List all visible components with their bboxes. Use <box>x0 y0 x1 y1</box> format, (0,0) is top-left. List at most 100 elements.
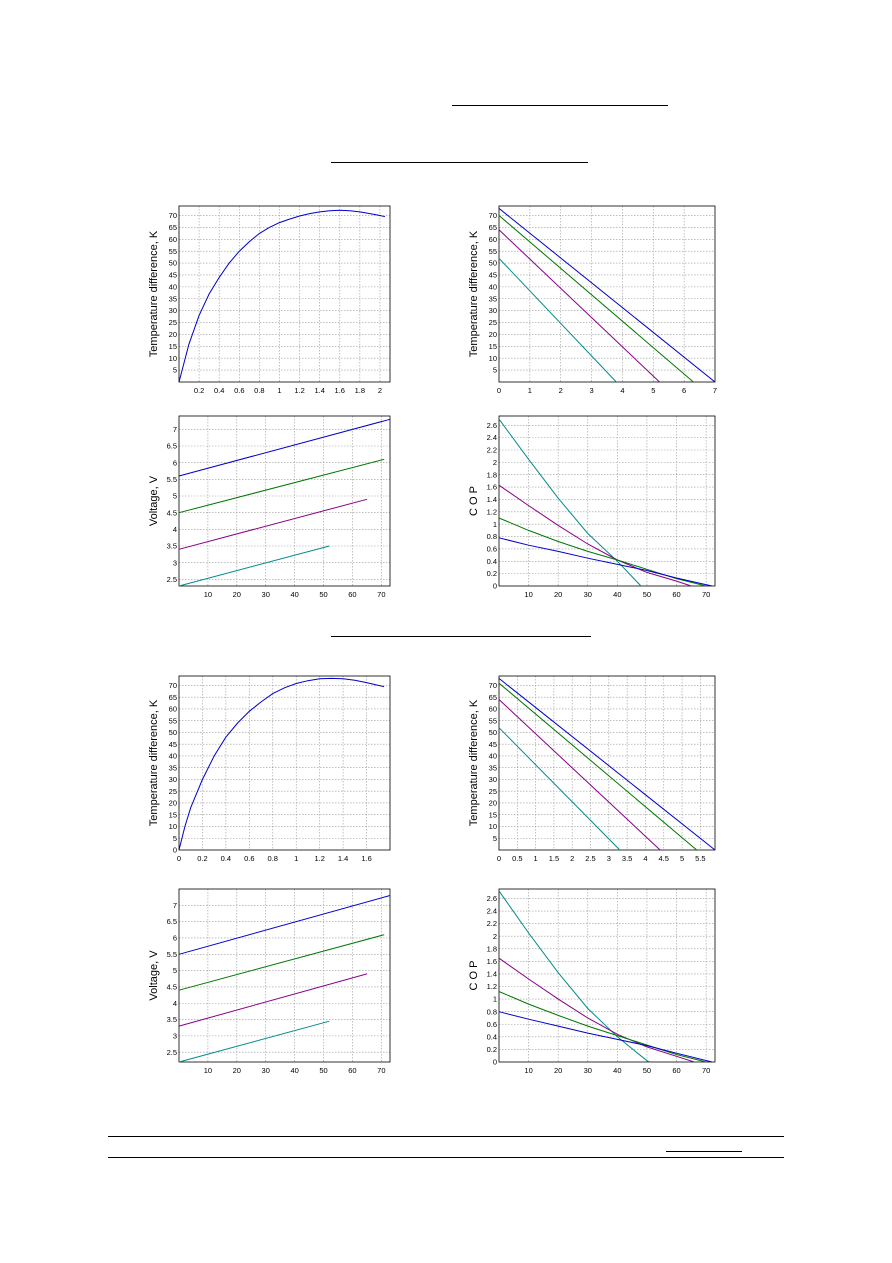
y-tick-label: 45 <box>489 271 497 280</box>
x-tick-label: 70 <box>702 590 710 599</box>
section-2-underline <box>331 636 591 637</box>
plot-frame <box>178 888 391 1063</box>
y-tick-label: 25 <box>489 318 497 327</box>
y-tick-label: 6 <box>173 458 177 467</box>
y-tick-label: 5.5 <box>167 475 177 484</box>
y-tick-label: 1.8 <box>487 944 497 953</box>
x-tick-label: 10 <box>204 1066 212 1075</box>
y-axis-label: Temperature difference, K <box>148 699 160 826</box>
x-tick-label: 50 <box>319 590 327 599</box>
chart-cop-1: 10 20 30 40 50 60 70 0 0.2 0.4 0.6 0.8 1 1.2 1.4 1.6 1.8… <box>468 415 716 599</box>
y-tick-label: 70 <box>489 211 497 220</box>
section-1-underline <box>331 162 588 163</box>
y-tick-label: 30 <box>169 306 177 315</box>
chart-voltage-1: 10 20 30 40 50 60 70 2.5 3 3.5 4 4.5 5 5.5 6 6.5 7 Voltag… <box>148 415 391 599</box>
y-tick-label: 10 <box>169 354 177 363</box>
x-tick-label: 70 <box>377 590 385 599</box>
y-tick-label: 55 <box>489 247 497 256</box>
series-line-4 <box>498 537 713 587</box>
y-tick-label: 10 <box>169 822 177 831</box>
plot-frame <box>498 675 716 851</box>
x-tick-label: 2 <box>570 854 574 863</box>
y-tick-label: 1.2 <box>487 982 497 991</box>
y-tick-label: 0 <box>493 1058 497 1067</box>
y-tick-label: 1.6 <box>487 483 497 492</box>
y-tick-label: 4 <box>173 999 177 1008</box>
x-tick-label: 0.2 <box>194 386 204 395</box>
y-tick-label: 50 <box>489 259 497 268</box>
y-tick-label: 5 <box>493 834 497 843</box>
x-tick-label: 2.5 <box>585 854 595 863</box>
y-axis-label: Temperature difference, K <box>148 230 160 357</box>
x-tick-label: 5 <box>680 854 684 863</box>
y-tick-label: 15 <box>169 342 177 351</box>
y-tick-label: 55 <box>169 247 177 256</box>
x-tick-label: 40 <box>290 590 298 599</box>
x-tick-label: 30 <box>584 1066 592 1075</box>
series-line-1 <box>178 209 386 383</box>
series-line-2 <box>178 934 385 991</box>
x-tick-label: 3 <box>607 854 611 863</box>
x-tick-label: 0 <box>497 854 501 863</box>
y-tick-label: 50 <box>169 259 177 268</box>
y-tick-label: 0.8 <box>487 1007 497 1016</box>
y-tick-label: 15 <box>489 342 497 351</box>
series-line-1 <box>498 890 651 1063</box>
y-tick-label: 0.4 <box>487 557 497 566</box>
y-tick-label: 50 <box>489 728 497 737</box>
y-tick-label: 2.4 <box>487 907 497 916</box>
y-tick-label: 65 <box>489 223 497 232</box>
y-tick-label: 2.2 <box>487 919 497 928</box>
x-tick-label: 1 <box>277 386 281 395</box>
series-line-3 <box>498 991 707 1063</box>
series-line-4 <box>498 1011 713 1063</box>
y-tick-label: 2.5 <box>167 575 177 584</box>
y-tick-label: 20 <box>169 330 177 339</box>
y-tick-label: 65 <box>489 693 497 702</box>
y-tick-label: 2.4 <box>487 433 497 442</box>
plot-frame <box>178 205 391 383</box>
series-line-1 <box>178 677 385 851</box>
x-tick-label: 10 <box>204 590 212 599</box>
x-tick-label: 1.6 <box>335 386 345 395</box>
x-tick-label: 1.4 <box>314 386 324 395</box>
series-line-3 <box>498 699 661 851</box>
chart-temp-vs-heat-2: 0 0.5 1 1.5 2 2.5 3 3.5 4 4.5 5 5.5 5 10 15 20 25 30 35 40 4… <box>468 675 716 863</box>
x-tick-label: 4 <box>643 854 647 863</box>
y-tick-label: 5 <box>173 366 177 375</box>
y-tick-label: 0.6 <box>487 1020 497 1029</box>
y-tick-label: 45 <box>489 740 497 749</box>
x-tick-label: 20 <box>233 1066 241 1075</box>
y-tick-label: 2.2 <box>487 446 497 455</box>
y-tick-label: 15 <box>489 810 497 819</box>
y-tick-label: 1.4 <box>487 495 497 504</box>
y-tick-label: 45 <box>169 271 177 280</box>
x-tick-label: 40 <box>613 590 621 599</box>
y-tick-label: 60 <box>489 705 497 714</box>
y-tick-label: 1 <box>493 995 497 1004</box>
series-line-3 <box>178 498 368 550</box>
y-tick-label: 6.5 <box>167 442 177 451</box>
y-tick-label: 40 <box>489 282 497 291</box>
x-tick-label: 1 <box>528 386 532 395</box>
chart-temp-vs-current-1: 0.2 0.4 0.6 0.8 1 1.2 1.4 1.6 1.8 251015202530354… <box>148 205 391 395</box>
y-tick-label: 25 <box>169 787 177 796</box>
x-tick-label: 0.2 <box>197 854 207 863</box>
x-tick-label: 1 <box>534 854 538 863</box>
y-tick-label: 0.8 <box>487 532 497 541</box>
y-tick-label: 2 <box>493 458 497 467</box>
x-tick-label: 0.4 <box>221 854 231 863</box>
x-tick-label: 0.6 <box>244 854 254 863</box>
y-tick-label: 40 <box>169 752 177 761</box>
x-tick-label: 0.5 <box>512 854 522 863</box>
y-tick-label: 4.5 <box>167 983 177 992</box>
y-tick-label: 30 <box>489 775 497 784</box>
y-tick-label: 70 <box>489 681 497 690</box>
y-tick-label: 65 <box>169 693 177 702</box>
x-tick-label: 0.6 <box>234 386 244 395</box>
x-tick-label: 0.8 <box>268 854 278 863</box>
y-tick-label: 10 <box>489 822 497 831</box>
x-tick-label: 30 <box>584 590 592 599</box>
x-tick-label: 50 <box>643 1066 651 1075</box>
x-tick-label: 0 <box>177 854 181 863</box>
